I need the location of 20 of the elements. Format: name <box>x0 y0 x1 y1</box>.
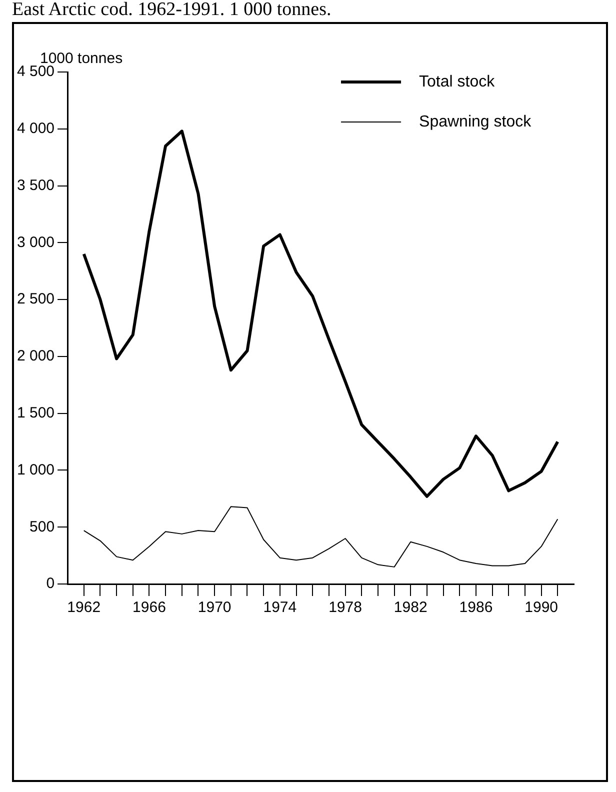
y-tick-label: 2 500 <box>16 290 55 308</box>
x-tick-label: 1966 <box>132 599 166 616</box>
legend-label: Total stock <box>419 73 496 90</box>
x-tick-label: 1978 <box>328 599 362 616</box>
y-tick-label: 2 000 <box>16 348 55 365</box>
x-tick-label: 1982 <box>394 599 428 616</box>
x-tick-label: 1974 <box>263 599 297 616</box>
chart-title: East Arctic cod. 1962-1991. 1 000 tonnes. <box>12 0 332 20</box>
x-tick-label: 1962 <box>67 599 101 616</box>
y-tick-label: 3 000 <box>16 234 55 251</box>
y-tick-label: 1 000 <box>16 461 55 478</box>
y-tick-label: 1 500 <box>16 404 55 422</box>
x-tick-label: 1970 <box>198 599 232 616</box>
y-tick-label: 4 000 <box>16 120 55 138</box>
y-tick-label: 0 <box>46 575 55 592</box>
legend-label: Spawning stock <box>419 113 532 130</box>
x-tick-label: 1990 <box>524 599 558 616</box>
x-tick-label: 1986 <box>459 599 493 616</box>
y-tick-label: 3 500 <box>16 176 55 194</box>
y-tick-label: 500 <box>30 518 55 536</box>
